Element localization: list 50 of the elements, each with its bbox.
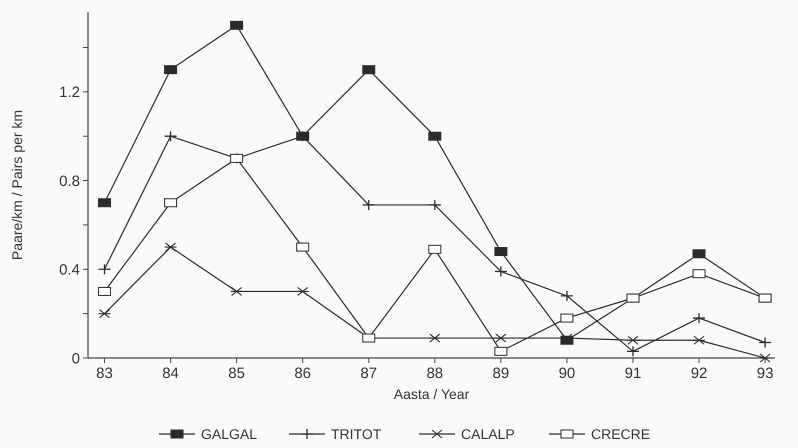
x-tick-label: 90 [558, 365, 576, 382]
y-tick-label: 1.2 [59, 84, 80, 102]
legend-label: CALALP [461, 426, 515, 442]
point [230, 286, 244, 296]
point [428, 333, 442, 343]
x-tick-label: 89 [492, 365, 510, 382]
legend-label: TRITOT [331, 426, 382, 442]
point [428, 132, 442, 141]
point [98, 264, 112, 275]
point [428, 244, 442, 254]
point [626, 346, 640, 357]
point [230, 20, 244, 30]
x-tick-label: 92 [690, 365, 708, 382]
y-tick-label: 0.4 [59, 262, 80, 279]
x-tick-label: 87 [360, 365, 378, 382]
point [494, 266, 508, 278]
point [164, 242, 178, 252]
point [164, 130, 178, 142]
x-tick-label: 93 [756, 365, 774, 382]
x-tick-label: 84 [162, 365, 179, 382]
point [164, 198, 178, 208]
point [560, 290, 574, 302]
point [362, 199, 376, 211]
x-tick-label: 83 [96, 365, 113, 382]
x-tick-label: 88 [426, 365, 444, 382]
point [428, 199, 442, 211]
point [560, 314, 574, 323]
point [494, 346, 508, 356]
point [296, 242, 310, 252]
point [692, 269, 706, 278]
point [692, 312, 706, 324]
x-tick-label: 86 [294, 365, 312, 382]
x-tick-label: 85 [228, 365, 245, 382]
point [98, 286, 112, 296]
point [164, 65, 178, 74]
point [692, 249, 706, 258]
y-tick-label: 0 [72, 350, 80, 368]
y-tick-label: 0.8 [59, 172, 80, 190]
point [362, 65, 376, 74]
point [494, 247, 508, 256]
point [758, 353, 772, 363]
y-axis-title: Paare/km / Pairs per km [9, 110, 25, 260]
point [98, 198, 112, 208]
point [758, 336, 772, 348]
legend-label: GALGAL [201, 426, 258, 442]
legend-label: CRECRE [591, 426, 650, 442]
x-tick-label: 91 [624, 365, 642, 382]
point [296, 286, 310, 296]
x-axis-title: Aasta / Year [394, 386, 470, 402]
point [494, 333, 508, 343]
